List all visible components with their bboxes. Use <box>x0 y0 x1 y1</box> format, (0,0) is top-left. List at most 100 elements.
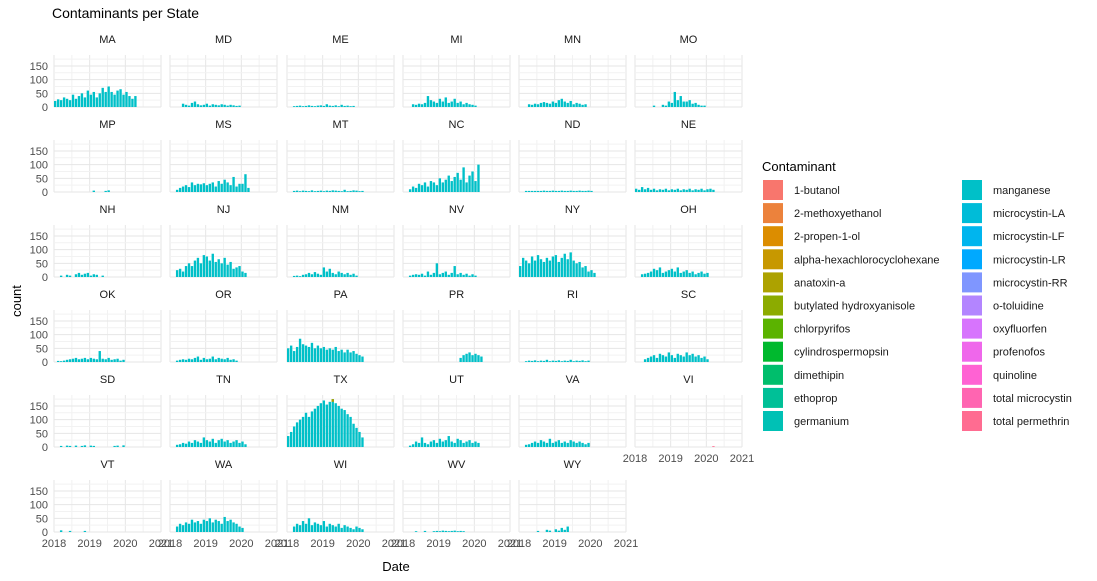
histogram-bar <box>554 441 558 447</box>
histogram-bar <box>649 271 653 277</box>
legend-label: butylated hydroxyanisole <box>794 301 915 313</box>
legend-swatch <box>763 387 783 408</box>
histogram-bar <box>298 105 302 107</box>
histogram-bar <box>441 182 444 192</box>
histogram-bar <box>432 101 436 107</box>
histogram-bar <box>187 358 191 362</box>
histogram-bar <box>533 441 537 447</box>
x-tick-label: 2021 <box>498 538 522 550</box>
histogram-bar <box>545 529 549 532</box>
histogram-bar <box>134 96 137 107</box>
histogram-bar <box>679 355 682 362</box>
histogram-bar <box>536 361 540 362</box>
histogram-bar <box>441 441 444 447</box>
histogram-bar <box>301 344 305 362</box>
histogram-bar <box>444 179 447 192</box>
histogram-bar <box>673 189 676 192</box>
histogram-bar <box>691 103 694 107</box>
histogram-bar <box>334 274 337 277</box>
histogram-bar <box>545 102 549 107</box>
legend-title: Contaminant <box>762 159 836 174</box>
histogram-bar <box>530 442 534 447</box>
histogram-bar <box>566 259 569 277</box>
histogram-bar <box>289 345 293 362</box>
facet-label: MS <box>215 119 232 131</box>
histogram-bar <box>184 443 188 447</box>
y-tick-label: 0 <box>42 272 48 284</box>
histogram-bar <box>578 103 581 107</box>
histogram-bar <box>181 271 185 277</box>
histogram-bar <box>480 356 483 362</box>
histogram-bar <box>539 102 543 107</box>
histogram-bar <box>89 445 93 447</box>
histogram-bar <box>658 353 662 362</box>
histogram-bar <box>673 91 676 107</box>
histogram-bar <box>459 440 462 447</box>
y-tick-label: 50 <box>36 428 48 440</box>
histogram-bar <box>310 190 314 192</box>
histogram-bar <box>426 186 430 192</box>
legend-item: ethoprop <box>763 387 837 408</box>
histogram-bar <box>471 442 474 447</box>
y-tick-label: 0 <box>42 187 48 199</box>
histogram-bar <box>530 104 534 107</box>
histogram-bar <box>435 102 439 107</box>
x-tick-label: 2020 <box>229 538 253 550</box>
histogram-bar <box>83 445 87 447</box>
histogram-bar <box>98 93 101 107</box>
legend-item: 2-propen-1-ol <box>763 226 860 247</box>
histogram-bar <box>679 190 682 192</box>
legend-item: butylated hydroxyanisole <box>763 295 915 316</box>
legend-label: germanium <box>794 416 849 428</box>
histogram-bar <box>581 104 584 107</box>
histogram-bar <box>637 189 641 192</box>
histogram-bar <box>322 400 326 447</box>
histogram-bar <box>447 175 450 192</box>
histogram-bar <box>524 190 528 192</box>
histogram-bar <box>190 359 194 362</box>
histogram-bar <box>65 445 69 447</box>
histogram-bar <box>83 97 87 107</box>
histogram-bar <box>232 105 235 107</box>
histogram-bar <box>417 183 421 192</box>
histogram-bar <box>471 274 474 277</box>
histogram-bar <box>691 271 694 277</box>
histogram-bar <box>226 440 229 447</box>
histogram-bar <box>474 441 477 447</box>
histogram-bar <box>229 104 232 107</box>
histogram-bar <box>86 359 90 362</box>
y-tick-label: 100 <box>30 500 48 512</box>
histogram-bar <box>202 519 206 532</box>
histogram-bar <box>575 442 578 447</box>
histogram-bar <box>581 442 584 447</box>
legend-swatch <box>962 387 982 408</box>
histogram-bar <box>310 342 314 362</box>
histogram-bar <box>539 360 543 362</box>
histogram-bar <box>104 91 107 107</box>
histogram-bar <box>551 256 555 277</box>
histogram-bar <box>444 440 447 447</box>
histogram-bar <box>557 530 560 532</box>
histogram-bar <box>408 445 412 447</box>
histogram-bar <box>563 441 566 447</box>
histogram-bar <box>560 190 563 192</box>
histogram-bar <box>307 416 311 447</box>
histogram-bar <box>566 190 569 192</box>
histogram-bar <box>223 104 226 107</box>
histogram-bar <box>107 190 110 192</box>
legend-label: alpha-hexachlorocyclohexane <box>794 254 940 266</box>
histogram-bar <box>661 189 665 192</box>
histogram-bar <box>199 523 203 532</box>
histogram-bar <box>584 104 587 107</box>
legend-label: manganese <box>993 185 1051 197</box>
y-tick-label: 150 <box>30 401 48 413</box>
histogram-bar <box>420 104 424 107</box>
histogram-bar <box>316 405 320 447</box>
histogram-bar <box>193 440 197 447</box>
histogram-bar <box>447 102 450 107</box>
histogram-bar <box>235 360 238 362</box>
histogram-bar <box>712 446 715 447</box>
histogram-bar <box>584 361 587 362</box>
panel-vi: VI 2018 2019 2020 2021 <box>623 374 754 465</box>
histogram-bar <box>673 357 676 362</box>
